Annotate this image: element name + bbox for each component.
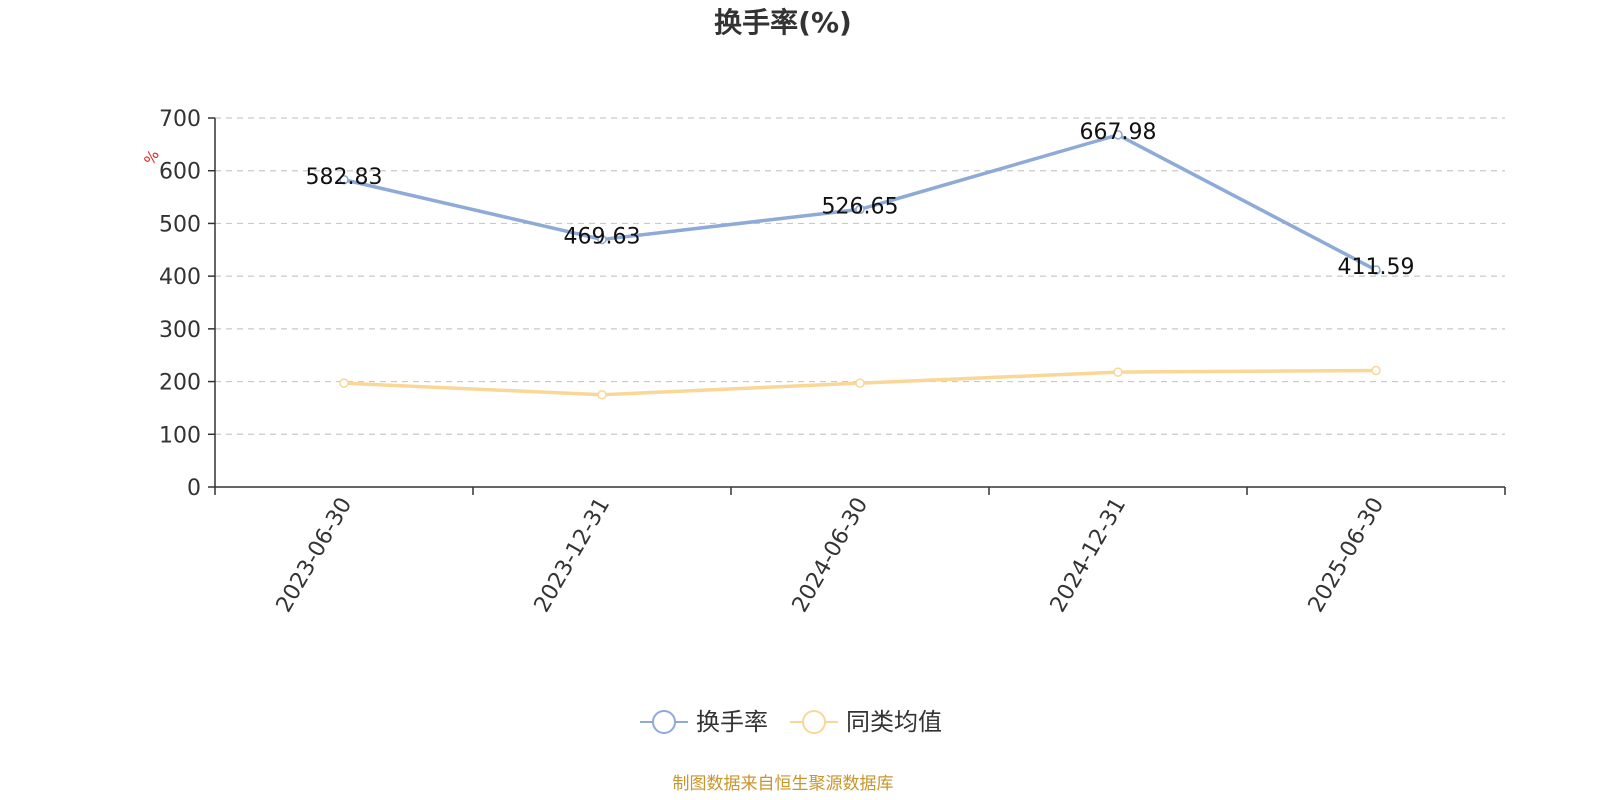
y-tick-label: 600	[159, 160, 201, 185]
legend: 换手率 同类均值	[640, 708, 942, 736]
y-tick-label: 500	[159, 212, 201, 237]
data-point	[1371, 265, 1381, 275]
x-tick-label: 2023-06-30	[272, 494, 358, 617]
data-point	[597, 234, 607, 245]
series	[339, 130, 1381, 400]
x-tick-label: 2025-06-30	[1304, 494, 1390, 617]
y-tick-label: 700	[159, 107, 201, 132]
data-point	[1371, 365, 1381, 376]
legend-item[interactable]: 同类均值	[790, 708, 942, 736]
data-point	[855, 204, 865, 215]
legend-label: 换手率	[696, 708, 768, 736]
legend-circle-icon	[802, 710, 826, 734]
x-tick-label: 2024-06-30	[788, 494, 874, 617]
data-label: 582.83	[306, 165, 383, 190]
y-tick-label: 200	[159, 371, 201, 396]
legend-item[interactable]: 换手率	[640, 708, 768, 736]
data-point	[339, 378, 349, 388]
data-label: 469.63	[564, 224, 641, 249]
grid-lines	[215, 117, 1505, 435]
y-tick-label: 300	[159, 318, 201, 343]
y-tick-label: 0	[187, 476, 201, 501]
data-label: 526.65	[822, 194, 899, 219]
x-tick-label: 2023-12-31	[530, 494, 616, 617]
data-point	[1113, 130, 1123, 140]
data-label: 667.98	[1080, 120, 1157, 145]
source-note: 制图数据来自恒生聚源数据库	[673, 774, 894, 794]
chart-title: 换手率(%)	[714, 6, 852, 39]
y-tick-label: 400	[159, 265, 201, 290]
data-labels: 582.83 469.63 526.65 667.98 411.59	[306, 120, 1415, 280]
data-point	[1113, 367, 1123, 377]
x-tick-label: 2024-12-31	[1046, 494, 1132, 617]
legend-label: 同类均值	[846, 708, 942, 736]
legend-circle-icon	[652, 710, 676, 734]
y-tick-label: 100	[159, 423, 201, 448]
data-point	[597, 390, 607, 400]
data-point	[339, 175, 349, 185]
data-point	[855, 378, 865, 388]
data-label: 411.59	[1338, 255, 1415, 280]
